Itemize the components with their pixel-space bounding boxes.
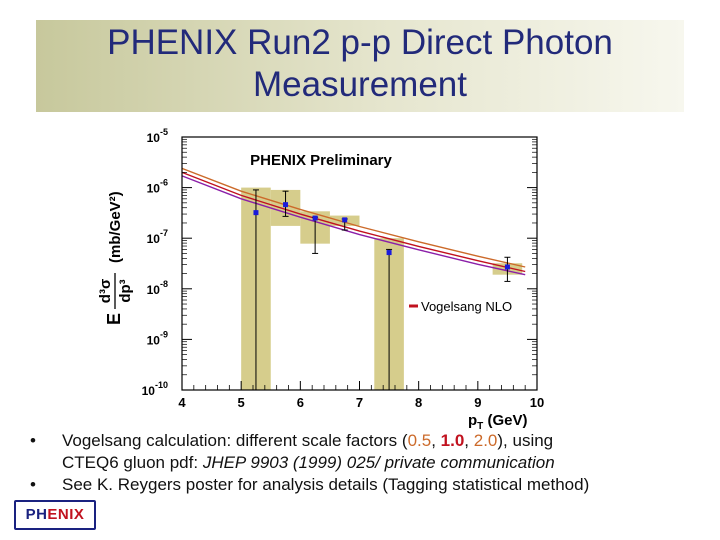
y-tick-exponent: -10 [155, 380, 168, 390]
data-point [386, 250, 392, 256]
bullet-item: • See K. Reygers poster for analysis det… [28, 474, 708, 496]
data-point [504, 264, 510, 270]
y-tick-exponent: -5 [160, 127, 168, 137]
chart-labels: 4 5 6 7 8 9 10 10-5 10-6 10-7 10-8 10-9 10-10 PHENIX … [97, 127, 544, 430]
x-axis-label-units: (GeV) [483, 412, 527, 429]
y-tick-exponent: -9 [160, 329, 168, 339]
x-tick-label: 6 [297, 395, 304, 410]
y-axis-label-prefix: E [104, 313, 124, 325]
reference-citation: JHEP 9903 (1999) 025/ private communicat… [202, 453, 555, 472]
nlo-curve-2-0 [181, 175, 526, 276]
scale-value-2-0: 2.0 [473, 431, 498, 450]
nlo-curve-1-0 [181, 171, 526, 273]
axes [181, 136, 538, 391]
x-tick-label: 9 [474, 395, 481, 410]
bullet-text: See K. Reygers poster for analysis detai… [62, 475, 590, 494]
nlo-curve-0-5 [181, 167, 526, 268]
chart: 4 5 6 7 8 9 10 10-5 10-6 10-7 10-8 10-9 10-10 PHENIX … [97, 127, 544, 430]
slide-title: PHENIX Run2 p-p Direct Photon Measuremen… [36, 22, 684, 106]
y-axis-label-units: (mb/GeV²) [107, 191, 124, 263]
y-tick-label: 10-7 [147, 228, 168, 246]
y-tick-exponent: -6 [160, 178, 168, 188]
plot-label: PHENIX Preliminary [250, 152, 392, 169]
separator: , [431, 431, 441, 450]
nlo-curves [181, 167, 526, 276]
title-line-1: PHENIX Run2 p-p Direct Photon [107, 23, 613, 62]
x-tick-label: 7 [356, 395, 363, 410]
bullet-item: • Vogelsang calculation: different scale… [28, 430, 708, 474]
y-tick-label: 10-9 [147, 329, 168, 347]
bullet-text: CTEQ6 gluon pdf: [62, 453, 203, 472]
y-tick-exponent: -7 [160, 228, 168, 238]
logo-text: ENIX [47, 506, 85, 523]
y-axis-label-denominator: dp³ [117, 279, 134, 302]
separator: , [464, 431, 474, 450]
bullet-list: • Vogelsang calculation: different scale… [28, 430, 708, 496]
y-tick-label: 10-8 [147, 279, 168, 297]
y-tick-exponent: -8 [160, 279, 168, 289]
x-axis-label: pT (GeV) [468, 412, 527, 430]
data-point [283, 202, 289, 208]
logo-text: PH [25, 506, 48, 523]
y-tick-label: 10-10 [142, 380, 168, 398]
scale-value-0-5: 0.5 [407, 431, 432, 450]
data-point [312, 215, 318, 221]
error-bars [252, 189, 511, 390]
plot-frame [181, 136, 538, 391]
x-tick-label: 10 [530, 395, 544, 410]
scale-value-1-0: 1.0 [440, 431, 465, 450]
title-band: PHENIX Run2 p-p Direct Photon Measuremen… [36, 20, 684, 112]
x-tick-label: 4 [178, 395, 186, 410]
y-tick-label: 10-6 [147, 178, 168, 196]
phenix-logo: PHENIX [14, 500, 96, 530]
x-tick-label: 5 [238, 395, 245, 410]
x-tick-label: 8 [415, 395, 422, 410]
data-point [342, 217, 348, 223]
legend-label: Vogelsang NLO [421, 299, 512, 314]
bullet-dot: • [30, 431, 36, 450]
data-points [253, 202, 510, 270]
bullet-dot: • [30, 475, 36, 494]
bullet-text: Vogelsang calculation: different scale f… [62, 431, 408, 450]
systematic-boxes [241, 187, 523, 390]
y-axis-label-numerator: d³σ [97, 279, 114, 303]
data-point [253, 210, 259, 216]
y-tick-label: 10-5 [147, 127, 168, 145]
x-axis-label-sub: T [477, 421, 483, 430]
title-line-2: Measurement [253, 65, 467, 104]
bullet-text: ), using [497, 431, 554, 450]
